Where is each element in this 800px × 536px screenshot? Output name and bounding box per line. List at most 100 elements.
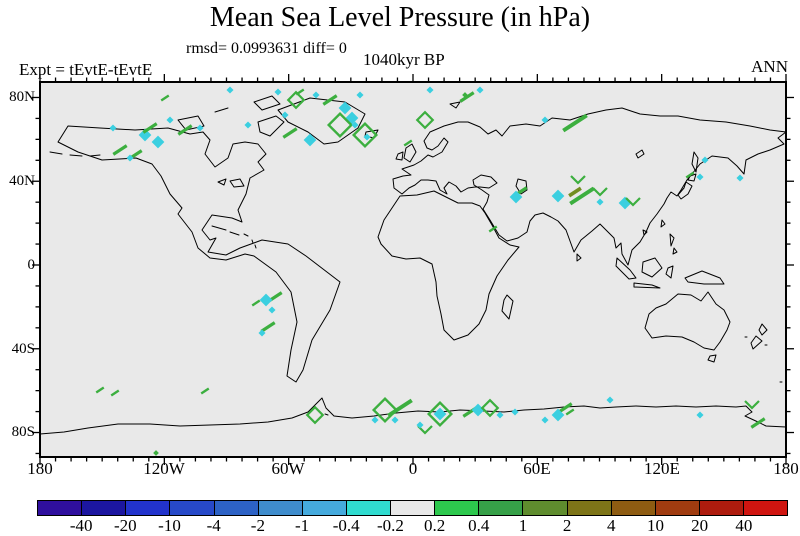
map-marker — [151, 135, 165, 149]
map-marker — [160, 94, 170, 102]
map-marker — [259, 293, 273, 307]
colorbar — [37, 500, 789, 516]
map-marker — [426, 86, 434, 94]
map-marker — [476, 86, 484, 94]
map-marker — [568, 186, 582, 198]
x-axis-label: 120W — [143, 459, 185, 478]
map-marker — [433, 407, 447, 421]
map-marker — [351, 121, 379, 149]
map-marker — [736, 174, 744, 182]
colorbar-cell — [213, 500, 259, 516]
coastline-british-isles — [395, 143, 417, 163]
season-label: ANN — [751, 57, 788, 76]
y-axis-label: 80S — [11, 424, 35, 440]
map-marker — [596, 198, 604, 206]
map-marker — [685, 171, 695, 179]
colorbar-cell — [81, 500, 127, 516]
map-background — [39, 81, 787, 458]
map-marker — [511, 408, 519, 416]
map-marker — [750, 417, 766, 429]
colorbar-label: 10 — [646, 516, 664, 535]
map-marker — [303, 133, 317, 147]
map-marker — [565, 408, 575, 416]
coastline-madagascar — [501, 294, 514, 320]
map-marker — [351, 121, 359, 129]
colorbar-cell — [125, 500, 171, 516]
map-marker — [138, 128, 152, 142]
colorbar-label: -40 — [69, 516, 93, 535]
map-marker — [112, 144, 128, 156]
y-axis-label: 80N — [9, 89, 35, 105]
coastline-small-islands — [324, 149, 783, 416]
coastline-americas — [57, 125, 341, 383]
map-marker — [286, 90, 306, 110]
coastline-new-zealand — [750, 323, 768, 350]
map-marker — [701, 156, 709, 164]
colorbar-label: -1 — [294, 516, 310, 535]
map-marker — [268, 306, 276, 314]
coastline-antarctica — [39, 397, 787, 435]
colorbar-cell — [478, 500, 524, 516]
map-marker — [110, 389, 120, 397]
map-marker — [415, 110, 435, 130]
experiment-label: Expt = tEvtE-tEvtE — [19, 60, 153, 79]
coastline-australia — [644, 291, 731, 363]
x-axis-label: 180 — [27, 459, 53, 478]
colorbar-label: 0.4 — [468, 516, 490, 535]
map-marker — [569, 186, 595, 206]
map-marker — [258, 329, 266, 337]
map-marker — [496, 411, 504, 419]
colorbar-label: -0.4 — [332, 516, 360, 535]
x-axis-label: 60E — [523, 459, 551, 478]
map-marker — [480, 398, 500, 418]
map-marker — [251, 299, 261, 307]
map-marker — [426, 400, 454, 428]
y-axis-label: 40S — [11, 341, 35, 357]
colorbar-cell — [566, 500, 612, 516]
map-marker — [244, 121, 252, 129]
map-marker — [387, 398, 413, 418]
map-marker — [305, 405, 325, 425]
colorbar-cell — [37, 500, 83, 516]
coastlines — [39, 95, 787, 435]
coastline-caribbean — [211, 225, 257, 249]
colorbar-label: 0.2 — [423, 516, 446, 535]
map-marker — [471, 403, 485, 417]
map-marker — [403, 139, 413, 147]
map-marker — [744, 400, 760, 410]
plot-title: Mean Sea Level Pressure (in hPa) — [209, 2, 591, 33]
colorbar-label: -2 — [250, 516, 265, 535]
y-axis-label: 40N — [9, 173, 35, 189]
colorbar-cell — [390, 500, 436, 516]
y-axis-label: 0 — [27, 257, 36, 273]
coastline-japan-sakhalin — [677, 151, 699, 200]
map-marker — [391, 416, 399, 424]
colorbar-cell — [743, 500, 789, 516]
colorbar-label: 40 — [735, 516, 753, 535]
colorbar-label: -10 — [158, 516, 181, 535]
map-marker — [260, 321, 276, 333]
map-marker — [295, 88, 305, 96]
colorbar-cell — [654, 500, 700, 516]
map-marker — [166, 116, 174, 124]
colorbar-label: -0.2 — [376, 516, 404, 535]
map-marker — [570, 175, 586, 185]
colorbar-cell — [257, 500, 303, 516]
map-marker — [200, 387, 210, 395]
colorbar-label: 4 — [607, 516, 616, 535]
map-marker — [696, 173, 704, 181]
coastline-caspian — [515, 178, 528, 195]
map-marker — [416, 421, 424, 429]
map-marker — [126, 154, 134, 162]
map-marker — [274, 88, 282, 96]
map-marker — [196, 124, 204, 132]
coastline-aleutians — [49, 151, 101, 157]
map-marker — [322, 94, 338, 106]
x-axis-label: 120E — [644, 459, 680, 478]
date-label: 1040kyr BP — [363, 50, 445, 69]
axis-ticks — [32, 74, 794, 465]
map-marker — [417, 425, 433, 435]
colorbar-label: 1 — [518, 516, 528, 535]
map-marker — [142, 122, 158, 134]
